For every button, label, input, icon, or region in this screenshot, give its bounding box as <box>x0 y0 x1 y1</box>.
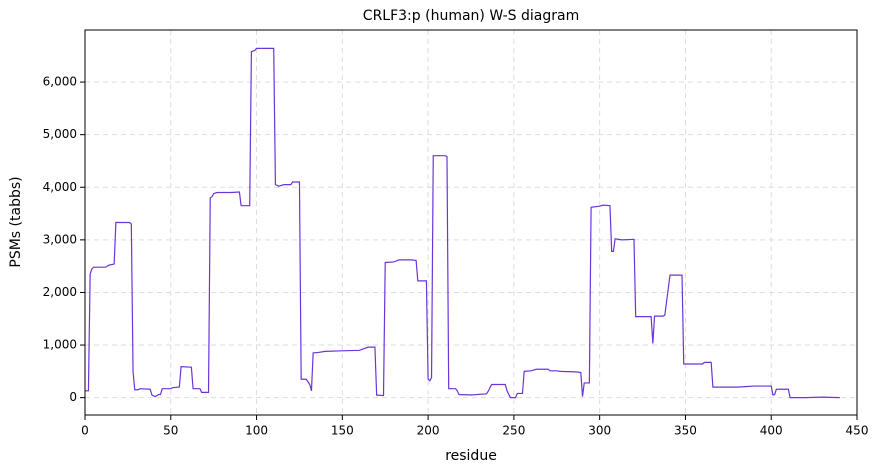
x-tick-label: 250 <box>502 424 525 438</box>
x-tick-label: 300 <box>588 424 611 438</box>
plot-frame <box>84 29 858 416</box>
y-tick-label: 6,000 <box>43 75 77 89</box>
x-tick-label: 0 <box>81 424 89 438</box>
x-tick-label: 150 <box>331 424 354 438</box>
y-tick-label: 3,000 <box>43 232 77 246</box>
x-tick-label: 200 <box>417 424 440 438</box>
x-tick-label: 450 <box>846 424 869 438</box>
x-axis-label: residue <box>445 448 497 464</box>
x-tick-label: 350 <box>674 424 697 438</box>
x-tick-label: 100 <box>245 424 268 438</box>
x-tick-label: 400 <box>760 424 783 438</box>
data-line <box>85 47 840 399</box>
y-tick-label: 4,000 <box>43 180 77 194</box>
x-tick-label: 50 <box>163 424 178 438</box>
chart-title: CRLF3:p (human) W-S diagram <box>363 8 579 24</box>
y-tick-label: 1,000 <box>43 338 77 352</box>
y-tick-label: 5,000 <box>43 127 77 141</box>
y-tick-label: 0 <box>69 390 77 404</box>
y-tick-label: 2,000 <box>43 285 77 299</box>
y-axis-label: PSMs (tabbs) <box>8 176 24 267</box>
